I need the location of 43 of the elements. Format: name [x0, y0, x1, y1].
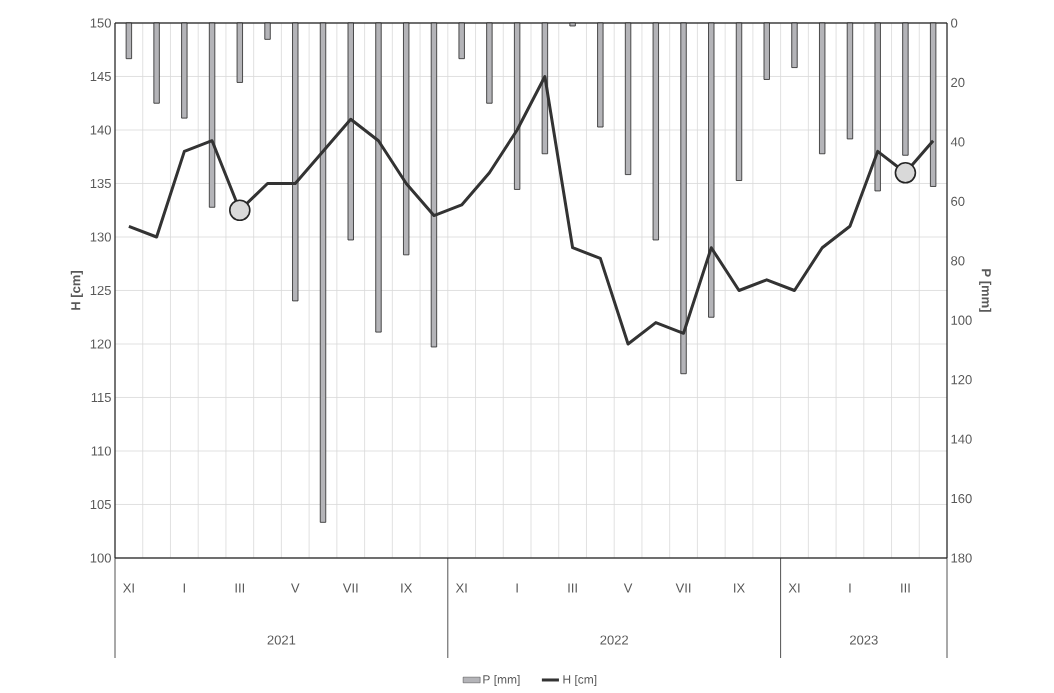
y2-axis-title: P [mm] — [979, 269, 992, 312]
y-tick-label: 140 — [90, 125, 111, 135]
x-tick-label: V — [623, 583, 633, 593]
y2-tick-label: 140 — [951, 434, 972, 444]
y2-tick-label: 180 — [951, 553, 972, 563]
y-tick-label: 125 — [90, 285, 111, 296]
x-tick-label: VII — [342, 583, 358, 593]
y2-tick-label: 80 — [951, 256, 965, 266]
x-tick-label: V — [291, 583, 300, 593]
x-tick-label: I — [183, 583, 185, 593]
y2-tick-label: 40 — [950, 137, 965, 147]
y2-tick-label: 100 — [951, 315, 972, 325]
y-tick-label: 145 — [90, 71, 111, 82]
y-tick-label: 135 — [90, 178, 111, 189]
x-tick-label: III — [235, 583, 245, 593]
y-tick-label: 100 — [90, 553, 111, 563]
x-tick-label: I — [849, 583, 851, 593]
x-tick-label: III — [568, 583, 577, 593]
text: 2021 — [267, 635, 296, 645]
x-tick-label: XI — [788, 583, 800, 593]
x-tick-label: XI — [123, 583, 134, 593]
x-tick-label: IX — [734, 583, 745, 593]
legend-label: H [cm] — [563, 674, 597, 687]
y-tick-label: 150 — [90, 18, 111, 28]
y-tick-label: 110 — [91, 446, 111, 456]
x-tick-label: III — [901, 583, 910, 593]
y-axis-title: H [cm] — [70, 271, 83, 310]
y2-tick-label: 0 — [951, 18, 958, 28]
x-tick-label: I — [516, 583, 518, 593]
y2-tick-label: 60 — [951, 196, 965, 206]
x-tick-label: VII — [675, 583, 691, 593]
text: 2023 — [850, 635, 878, 645]
x-tick-label: XI — [455, 583, 467, 593]
text: 2022 — [600, 635, 628, 645]
y2-tick-label: 120 — [951, 375, 972, 385]
y2-tick-label: 160 — [951, 493, 972, 504]
y-tick-label: 130 — [90, 232, 111, 242]
legend-label: P [mm] — [483, 674, 520, 687]
y-tick-label: 120 — [90, 339, 111, 349]
x-tick-label: IX — [401, 583, 413, 593]
y-tick-label: 115 — [91, 392, 111, 403]
y-tick-label: 105 — [90, 499, 111, 510]
y2-tick-label: 20 — [951, 77, 965, 88]
